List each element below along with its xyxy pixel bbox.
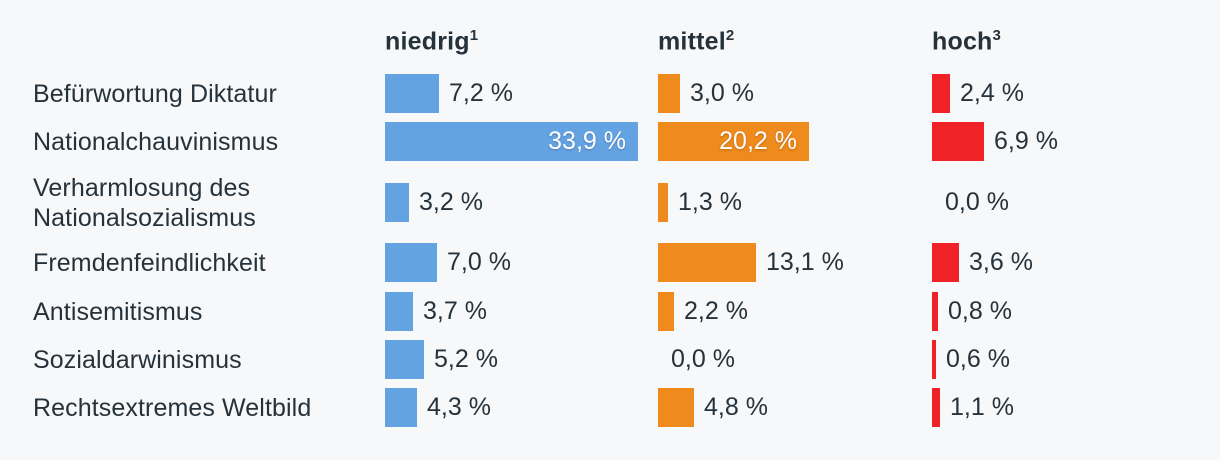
bar-hoch bbox=[932, 74, 950, 113]
bar-cell-hoch: 0,0 % bbox=[932, 183, 1009, 222]
chart-row: Fremdenfeindlichkeit 7,0 % 13,1 % 3,6 % bbox=[0, 243, 1220, 282]
value-label: 0,6 % bbox=[946, 345, 1010, 373]
bar-cell-niedrig: 3,7 % bbox=[385, 292, 487, 331]
bar-niedrig bbox=[385, 292, 413, 331]
bar-hoch bbox=[932, 243, 959, 282]
bar-hoch bbox=[932, 340, 936, 379]
value-label: 3,7 % bbox=[423, 297, 487, 325]
bar-cell-niedrig: 4,3 % bbox=[385, 388, 491, 427]
bar-hoch bbox=[932, 122, 984, 161]
bar-cell-niedrig: 33,9 % bbox=[385, 122, 638, 161]
value-label: 20,2 % bbox=[719, 127, 797, 155]
column-header-mittel: mittel2 bbox=[658, 27, 734, 59]
footnote-marker-3: 3 bbox=[992, 27, 1002, 44]
bar-niedrig bbox=[385, 388, 417, 427]
value-label: 3,2 % bbox=[419, 188, 483, 216]
chart-row: Befürwortung Diktatur 7,2 % 3,0 % 2,4 % bbox=[0, 74, 1220, 113]
bar-cell-niedrig: 7,2 % bbox=[385, 74, 513, 113]
bar-niedrig bbox=[385, 243, 437, 282]
column-header-hoch: hoch3 bbox=[932, 27, 1001, 59]
bar-cell-mittel: 1,3 % bbox=[658, 183, 742, 222]
value-label: 3,0 % bbox=[690, 79, 754, 107]
bar-cell-mittel: 0,0 % bbox=[658, 340, 735, 379]
bar-cell-niedrig: 5,2 % bbox=[385, 340, 498, 379]
value-label: 33,9 % bbox=[548, 127, 626, 155]
value-label: 7,2 % bbox=[449, 79, 513, 107]
bar-mittel bbox=[658, 388, 694, 427]
value-label: 4,8 % bbox=[704, 393, 768, 421]
bar-cell-niedrig: 7,0 % bbox=[385, 243, 511, 282]
value-label: 3,6 % bbox=[969, 248, 1033, 276]
value-label: 0,0 % bbox=[671, 345, 735, 373]
column-header-hoch-label: hoch bbox=[932, 27, 993, 56]
bar-cell-mittel: 4,8 % bbox=[658, 388, 768, 427]
value-label: 2,2 % bbox=[684, 297, 748, 325]
category-label: Antisemitismus bbox=[33, 297, 203, 326]
bar-niedrig bbox=[385, 340, 424, 379]
value-label: 7,0 % bbox=[447, 248, 511, 276]
category-label: Rechtsextremes Weltbild bbox=[33, 393, 312, 422]
value-label: 0,0 % bbox=[945, 188, 1009, 216]
column-header-niedrig: niedrig1 bbox=[385, 27, 478, 59]
bar-hoch bbox=[932, 292, 938, 331]
category-label: Verharmlosung des Nationalsozialismus bbox=[33, 173, 256, 232]
bar-mittel bbox=[658, 243, 756, 282]
chart-row: Antisemitismus 3,7 % 2,2 % 0,8 % bbox=[0, 292, 1220, 331]
value-label: 5,2 % bbox=[434, 345, 498, 373]
value-label: 2,4 % bbox=[960, 79, 1024, 107]
chart-row: Sozialdarwinismus 5,2 % 0,0 % 0,6 % bbox=[0, 340, 1220, 379]
bar-cell-hoch: 6,9 % bbox=[932, 122, 1058, 161]
bar-cell-hoch: 2,4 % bbox=[932, 74, 1024, 113]
bar-cell-mittel: 13,1 % bbox=[658, 243, 844, 282]
footnote-marker-1: 1 bbox=[469, 27, 479, 44]
category-label: Befürwortung Diktatur bbox=[33, 79, 277, 108]
bar-cell-hoch: 0,6 % bbox=[932, 340, 1010, 379]
bar-cell-hoch: 1,1 % bbox=[932, 388, 1014, 427]
value-label: 1,1 % bbox=[950, 393, 1014, 421]
bar-hoch bbox=[932, 388, 940, 427]
value-label: 1,3 % bbox=[678, 188, 742, 216]
bar-cell-mittel: 20,2 % bbox=[658, 122, 809, 161]
bar-mittel bbox=[658, 183, 668, 222]
value-label: 13,1 % bbox=[766, 248, 844, 276]
category-label: Sozialdarwinismus bbox=[33, 345, 242, 374]
bar-cell-niedrig: 3,2 % bbox=[385, 183, 483, 222]
bar-niedrig bbox=[385, 183, 409, 222]
column-header-niedrig-label: niedrig bbox=[385, 27, 470, 56]
bar-mittel bbox=[658, 74, 680, 113]
value-label: 0,8 % bbox=[948, 297, 1012, 325]
bar-niedrig bbox=[385, 74, 439, 113]
chart-row: Verharmlosung des Nationalsozialismus 3,2… bbox=[0, 173, 1220, 232]
category-label: Nationalchauvinismus bbox=[33, 127, 279, 156]
chart-row: Rechtsextremes Weltbild 4,3 % 4,8 % 1,1 % bbox=[0, 388, 1220, 427]
bar-cell-hoch: 3,6 % bbox=[932, 243, 1033, 282]
chart-row: Nationalchauvinismus 33,9 % 20,2 % 6,9 % bbox=[0, 122, 1220, 161]
column-header-mittel-label: mittel bbox=[658, 27, 726, 56]
bar-cell-mittel: 2,2 % bbox=[658, 292, 748, 331]
value-label: 4,3 % bbox=[427, 393, 491, 421]
bar-mittel: 20,2 % bbox=[658, 122, 809, 161]
bar-niedrig: 33,9 % bbox=[385, 122, 638, 161]
category-label: Fremdenfeindlichkeit bbox=[33, 248, 266, 277]
bar-mittel bbox=[658, 292, 674, 331]
value-label: 6,9 % bbox=[994, 127, 1058, 155]
bar-cell-hoch: 0,8 % bbox=[932, 292, 1012, 331]
footnote-marker-2: 2 bbox=[725, 27, 735, 44]
bar-cell-mittel: 3,0 % bbox=[658, 74, 754, 113]
